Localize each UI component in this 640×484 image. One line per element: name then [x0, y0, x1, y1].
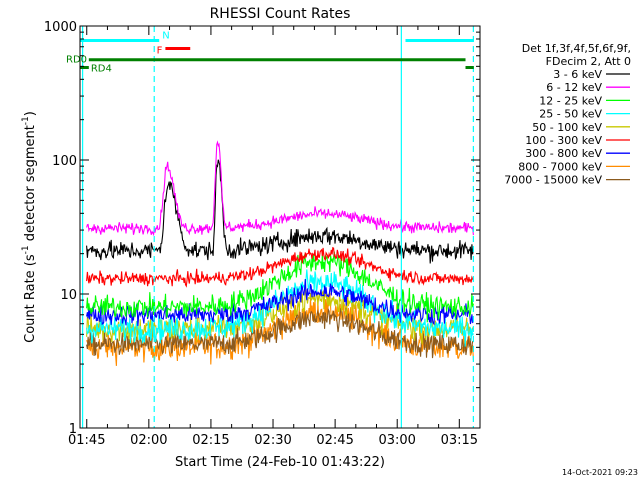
- y-label-sup-2: -1: [21, 116, 31, 125]
- y-tick-label-1: 10: [60, 288, 77, 303]
- x-tick-label-4: 02:45: [316, 433, 353, 448]
- y-axis-label: Count Rate (s-1 detector segment-1): [21, 111, 38, 343]
- x-axis-label: Start Time (24-Feb-10 01:43:22): [175, 455, 385, 470]
- legend-entry-label-5: 100 - 300 keV: [525, 134, 602, 147]
- legend-entry-label-4: 50 - 100 keV: [532, 121, 602, 134]
- x-tick-label-0: 01:45: [68, 433, 105, 448]
- series-line-1: [86, 140, 474, 237]
- flag-label-n: N: [162, 30, 169, 41]
- x-tick-label-5: 03:00: [378, 433, 415, 448]
- legend-entry-label-1: 6 - 12 keV: [546, 81, 602, 94]
- flag-label-rd4: RD4: [91, 64, 112, 75]
- x-tick-label-2: 02:15: [192, 433, 229, 448]
- legend-entry-label-8: 7000 - 15000 keV: [504, 174, 602, 187]
- legend-header-line-2: FDecim 2, Att 0: [546, 55, 631, 68]
- y-tick-label-3: 1000: [44, 20, 77, 35]
- series-line-3: [86, 269, 474, 347]
- legend-entry-label-6: 300 - 800 keV: [525, 147, 602, 160]
- y-label-sup-1: -1: [21, 245, 31, 254]
- legend-entry-label-3: 25 - 50 keV: [539, 108, 602, 121]
- y-tick-label-0: 1: [69, 422, 77, 437]
- series-layer: [86, 140, 474, 366]
- y-label-end: ): [23, 111, 38, 116]
- legend-entry-label-2: 12 - 25 keV: [539, 94, 602, 107]
- x-tick-label-6: 03:15: [441, 433, 478, 448]
- y-label-main: Count Rate (s: [23, 254, 38, 343]
- series-line-6: [86, 278, 474, 326]
- series-line-2: [86, 251, 474, 323]
- chart-title: RHESSI Count Rates: [210, 6, 351, 22]
- vline-layer: [82, 26, 474, 428]
- axis-layer: 01:45 02:00 02:15 02:30 02:45 03:00 03:15 1 10 10…: [44, 20, 481, 448]
- series-line-0: [86, 159, 474, 264]
- flag-label-f: F: [157, 45, 163, 56]
- x-tick-label-1: 02:00: [130, 433, 167, 448]
- legend: Det 1f,3f,4f,5f,6f,9f, FDecim 2, Att 0: [522, 42, 631, 68]
- y-tick-label-2: 100: [52, 154, 77, 169]
- series-line-5: [86, 246, 474, 288]
- legend-header-line-1: Det 1f,3f,4f,5f,6f,9f,: [522, 42, 631, 55]
- series-line-8: [86, 307, 474, 359]
- flag-layer: NF RD0 RD4: [66, 30, 474, 75]
- flag-label-rd0: RD0: [66, 55, 87, 66]
- y-label-mid: detector segment: [23, 125, 38, 245]
- legend-entry-label-7: 800 - 7000 keV: [518, 160, 602, 173]
- x-tick-label-3: 02:30: [254, 433, 291, 448]
- legend-entry-label-0: 3 - 6 keV: [553, 68, 602, 81]
- plot-frame: [79, 25, 481, 429]
- timestamp: 14-Oct-2021 09:23: [562, 468, 638, 477]
